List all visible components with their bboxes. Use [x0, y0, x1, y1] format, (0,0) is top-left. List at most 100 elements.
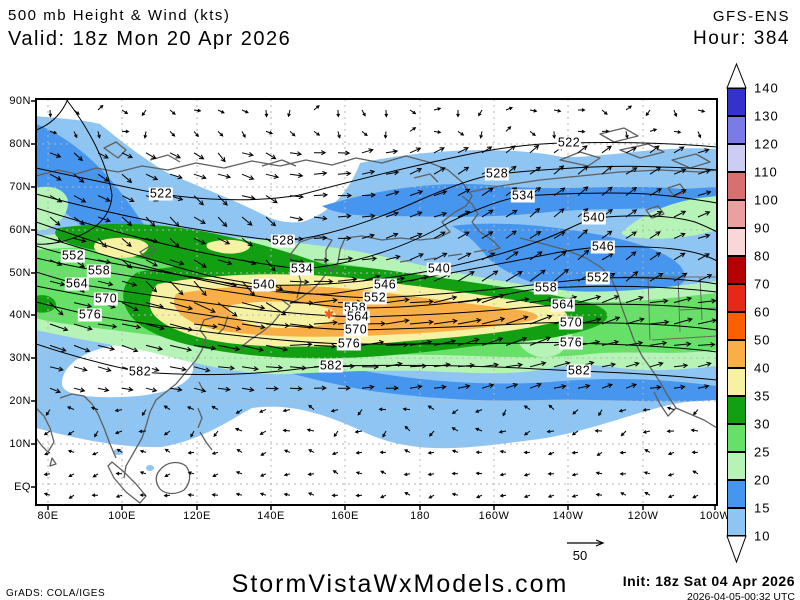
height-contour-label-534: 534: [289, 261, 315, 276]
lat-label-80N: 80N: [9, 138, 31, 150]
colorbar-segment: [727, 200, 746, 228]
colorbar-segment: [727, 172, 746, 200]
colorbar-arrows: [726, 62, 747, 564]
lon-label-140E: 140E: [257, 510, 285, 522]
height-contour-label-546: 546: [590, 239, 616, 254]
colorbar-segment: [727, 116, 746, 144]
height-contour-label-570: 570: [343, 322, 369, 337]
colorbar-up-arrow-icon: [726, 62, 747, 89]
colorbar-tick-130: 130: [754, 108, 779, 124]
colorbar-down-arrow-icon: [726, 535, 747, 564]
colorbar-tick-60: 60: [754, 304, 771, 320]
lat-label-30N: 30N: [9, 352, 31, 364]
colorbar-tick-140: 140: [754, 80, 779, 96]
colorbar-segment: [727, 312, 746, 340]
lon-label-160E: 160E: [331, 510, 359, 522]
map-frame: [35, 98, 718, 506]
site-watermark: StormVistaWxModels.com: [231, 570, 569, 598]
height-contour-label-576: 576: [77, 307, 103, 322]
model-name-label: GFS-ENS: [712, 8, 790, 25]
colorbar-tick-120: 120: [754, 136, 779, 152]
height-contour-label-558: 558: [533, 280, 559, 295]
height-contour-label-582: 582: [566, 363, 592, 378]
height-contour-label-564: 564: [64, 276, 90, 291]
colorbar-tick-15: 15: [754, 500, 771, 516]
lon-label-100E: 100E: [108, 510, 136, 522]
lon-label-160W: 160W: [478, 510, 510, 522]
lat-label-EQ: EQ: [14, 481, 31, 493]
height-contour-label-564: 564: [550, 297, 576, 312]
grads-credit: GrADS: COLA/IGES: [6, 588, 106, 599]
lon-label-100W: 100W: [699, 510, 731, 522]
height-contour-label-576: 576: [336, 336, 362, 351]
colorbar-segment: [727, 340, 746, 368]
height-contour-label-582: 582: [318, 358, 344, 373]
colorbar-tick-70: 70: [754, 276, 771, 292]
forecast-hour-label: Hour: 384: [693, 28, 790, 49]
page-title: 500 mb Height & Wind (kts): [8, 7, 231, 24]
colorbar-tick-110: 110: [754, 164, 778, 180]
height-contour-label-552: 552: [585, 270, 611, 285]
wind-scale-value: 50: [572, 548, 588, 563]
colorbar-tick-50: 50: [754, 332, 771, 348]
colorbar-tick-90: 90: [754, 220, 771, 236]
colorbar-tick-80: 80: [754, 248, 771, 264]
colorbar-segment: [727, 256, 746, 284]
height-contour-label-570: 570: [93, 291, 119, 306]
lat-label-40N: 40N: [9, 309, 31, 321]
height-contour-label-540: 540: [251, 277, 277, 292]
height-contour-label-540: 540: [581, 210, 607, 225]
height-contour-label-540: 540: [426, 261, 452, 276]
lat-label-20N: 20N: [9, 395, 31, 407]
colorbar-segment: [727, 144, 746, 172]
colorbar-segment: [727, 508, 746, 536]
height-contour-label-570: 570: [558, 315, 584, 330]
colorbar-tick-20: 20: [754, 472, 771, 488]
colorbar-segment: [727, 424, 746, 452]
height-contour-label-522: 522: [556, 135, 582, 150]
height-contour-label-564: 564: [345, 309, 371, 324]
lon-label-180: 180: [410, 510, 430, 522]
valid-time-label: Valid: 18z Mon 20 Apr 2026: [8, 28, 292, 50]
init-time-label: Init: 18z Sat 04 Apr 2026: [622, 573, 795, 589]
height-contour-label-528: 528: [270, 233, 296, 248]
colorbar-tick-100: 100: [754, 192, 779, 208]
wind-vector-arrows: [43, 104, 717, 499]
lon-label-120E: 120E: [183, 510, 211, 522]
location-asterisk-marker: [324, 309, 334, 319]
height-contour-label-576: 576: [558, 335, 584, 350]
state-borders: [622, 276, 717, 341]
colorbar-tick-25: 25: [754, 444, 771, 460]
height-contour-label-522: 522: [148, 186, 174, 201]
colorbar-segment: [727, 480, 746, 508]
colorbar-tick-40: 40: [754, 360, 771, 376]
height-contour-label-558: 558: [86, 263, 112, 278]
colorbar-segment: [727, 368, 746, 396]
colorbar-segment: [727, 228, 746, 256]
colorbar-tick-35: 35: [754, 388, 771, 404]
creation-timestamp: 2026-04-05-00:32 UTC: [687, 591, 795, 600]
colorbar-segment: [727, 452, 746, 480]
height-contour-label-552: 552: [362, 290, 388, 305]
colorbar-segment: [727, 396, 746, 424]
lat-label-70N: 70N: [9, 181, 31, 193]
wind-scale-arrow: [567, 539, 605, 547]
colorbar-segment: [727, 284, 746, 312]
lon-label-80E: 80E: [37, 510, 59, 522]
height-contour-label-582: 582: [127, 364, 153, 379]
height-contour-label-546: 546: [372, 277, 398, 292]
height-contour-label-552: 552: [60, 248, 86, 263]
axis-ticks: [31, 100, 716, 510]
lon-label-120W: 120W: [627, 510, 659, 522]
height-contour-label-528: 528: [484, 166, 510, 181]
colorbar-tick-30: 30: [754, 416, 771, 432]
height-contour-label-534: 534: [510, 188, 536, 203]
lat-label-60N: 60N: [9, 224, 31, 236]
lat-label-50N: 50N: [9, 267, 31, 279]
colorbar-tick-10: 10: [754, 528, 771, 544]
colorbar-segment: [727, 88, 746, 116]
lat-label-90N: 90N: [9, 95, 31, 107]
lat-label-10N: 10N: [9, 438, 31, 450]
lon-label-140W: 140W: [552, 510, 584, 522]
